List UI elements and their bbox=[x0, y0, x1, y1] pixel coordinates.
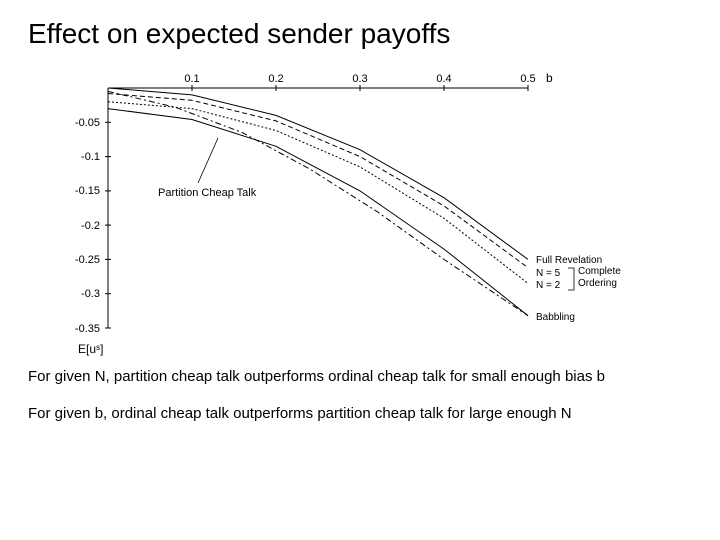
ytick-6: -0.35 bbox=[75, 323, 100, 335]
xtick-4: 0.5 bbox=[520, 73, 535, 85]
curve-babbling bbox=[108, 109, 528, 316]
y-axis-label: E[uˢ] bbox=[78, 342, 103, 356]
x-axis-label: b bbox=[546, 71, 553, 85]
ytick-1: -0.1 bbox=[81, 151, 100, 163]
body-text-2: For given b, ordinal cheap talk outperfo… bbox=[28, 405, 668, 424]
ytick-0: -0.05 bbox=[75, 117, 100, 129]
xtick-0: 0.1 bbox=[184, 73, 199, 85]
label-full-revelation: Full Revelation bbox=[536, 255, 602, 266]
label-complete-ordering-2: Ordering bbox=[578, 278, 617, 289]
y-ticks: -0.05 -0.1 -0.15 -0.2 -0.25 -0.3 -0.35 bbox=[75, 117, 111, 335]
ytick-2: -0.15 bbox=[75, 185, 100, 197]
chart-svg: 0.1 0.2 0.3 0.4 0.5 -0.05 -0.1 bbox=[48, 68, 628, 368]
body-text-1: For given N, partition cheap talk outper… bbox=[28, 368, 668, 387]
label-complete-ordering-1: Complete bbox=[578, 266, 621, 277]
payoff-chart: 0.1 0.2 0.3 0.4 0.5 -0.05 -0.1 bbox=[48, 68, 628, 368]
partition-label: Partition Cheap Talk bbox=[158, 187, 257, 199]
partition-annotation: Partition Cheap Talk bbox=[158, 138, 257, 199]
curve-n5 bbox=[108, 94, 528, 268]
right-labels: Full Revelation N = 5 N = 2 Complete Ord… bbox=[536, 255, 621, 323]
slide: Effect on expected sender payoffs 0.1 0.… bbox=[0, 0, 720, 540]
label-babbling: Babbling bbox=[536, 312, 575, 323]
curves bbox=[108, 88, 528, 316]
xtick-1: 0.2 bbox=[268, 73, 283, 85]
xtick-2: 0.3 bbox=[352, 73, 367, 85]
curve-partition bbox=[108, 91, 528, 315]
xtick-3: 0.4 bbox=[436, 73, 451, 85]
ytick-4: -0.25 bbox=[75, 254, 100, 266]
label-n2: N = 2 bbox=[536, 280, 561, 291]
page-title: Effect on expected sender payoffs bbox=[28, 18, 692, 50]
ytick-3: -0.2 bbox=[81, 220, 100, 232]
bracket-icon bbox=[568, 268, 574, 290]
ytick-5: -0.3 bbox=[81, 288, 100, 300]
label-n5: N = 5 bbox=[536, 268, 561, 279]
